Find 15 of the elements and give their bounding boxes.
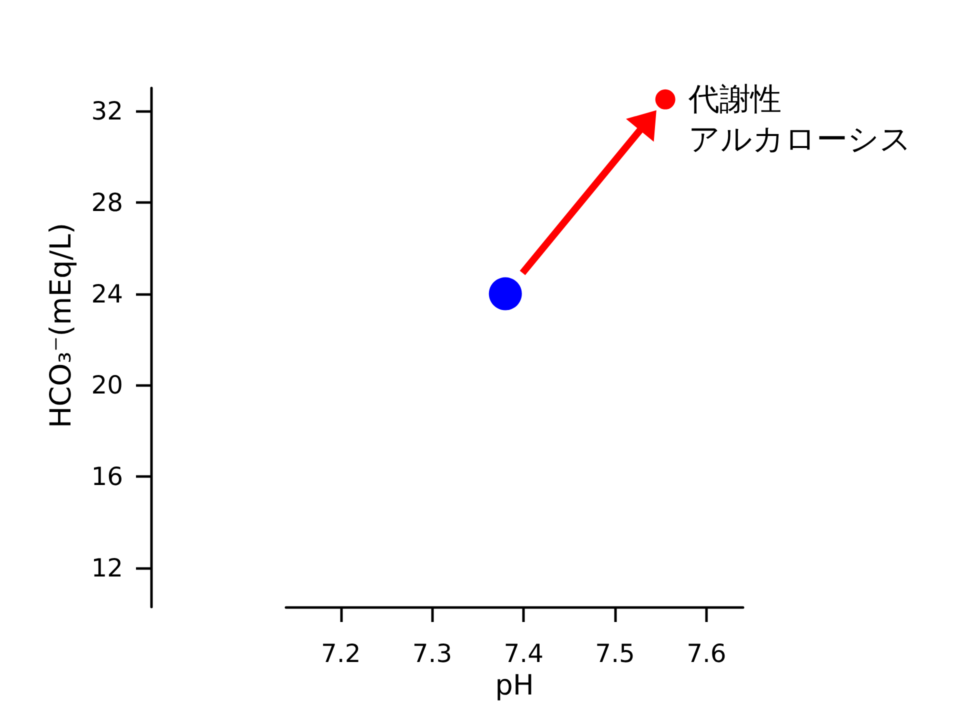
x-tick-label: 7.2: [320, 639, 361, 668]
x-tick-label: 7.3: [412, 639, 452, 668]
annotation: アルカローシス: [688, 121, 912, 158]
y-tick-label: 32: [91, 96, 123, 126]
y-tick-label: 12: [91, 554, 123, 583]
y-tick-label: 28: [91, 188, 123, 217]
y-axis-title: HCO₃⁻(mEq/L): [44, 222, 78, 428]
x-tick-label: 7.5: [595, 639, 635, 668]
y-tick-label: 20: [91, 370, 123, 400]
x-tick-label: 7.4: [504, 639, 544, 668]
y-tick-label: 16: [91, 462, 123, 492]
y-tick-label: 24: [91, 279, 123, 308]
x-axis-title: pH: [495, 668, 534, 702]
x-tick-label: 7.6: [686, 639, 726, 668]
annotation: 代謝性: [687, 81, 782, 118]
